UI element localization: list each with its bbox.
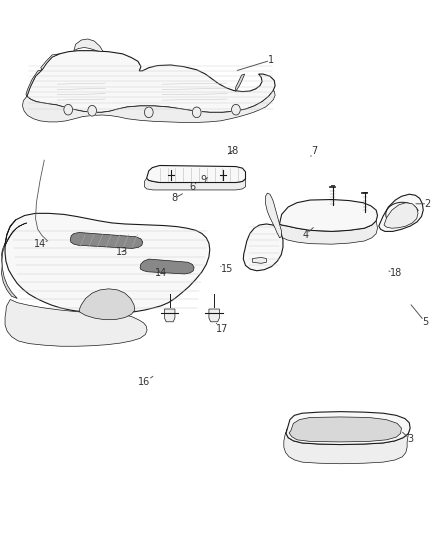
Polygon shape [74, 39, 103, 52]
Text: 18: 18 [389, 268, 402, 278]
Text: 7: 7 [311, 146, 317, 156]
Circle shape [88, 106, 97, 116]
Text: 17: 17 [216, 324, 228, 334]
Polygon shape [209, 309, 219, 322]
Polygon shape [289, 417, 402, 442]
Polygon shape [41, 54, 59, 70]
Polygon shape [278, 221, 378, 244]
Text: 15: 15 [221, 264, 233, 274]
Text: 6: 6 [189, 182, 196, 192]
Text: 4: 4 [302, 228, 313, 240]
Polygon shape [5, 300, 147, 346]
Polygon shape [5, 213, 210, 313]
Circle shape [64, 104, 73, 115]
Text: 9: 9 [200, 175, 208, 185]
Text: 3: 3 [402, 432, 413, 445]
Polygon shape [164, 309, 175, 322]
Polygon shape [243, 224, 283, 271]
Text: 5: 5 [411, 305, 429, 327]
Circle shape [145, 107, 153, 118]
Polygon shape [5, 220, 16, 245]
Text: 8: 8 [171, 193, 182, 204]
Polygon shape [235, 74, 245, 91]
Polygon shape [286, 411, 410, 445]
Polygon shape [284, 428, 409, 464]
Circle shape [192, 107, 201, 118]
Polygon shape [384, 203, 418, 228]
Polygon shape [26, 70, 42, 96]
Polygon shape [70, 232, 143, 248]
Polygon shape [379, 194, 423, 231]
Polygon shape [5, 223, 27, 246]
Polygon shape [140, 259, 194, 274]
Text: 13: 13 [116, 247, 128, 256]
Text: 1: 1 [237, 55, 274, 70]
Text: 14: 14 [155, 269, 167, 278]
Polygon shape [147, 165, 246, 182]
Text: 16: 16 [139, 376, 153, 387]
Polygon shape [145, 178, 246, 190]
Polygon shape [27, 51, 275, 112]
Polygon shape [1, 243, 17, 298]
Text: 18: 18 [227, 146, 239, 156]
Text: 2: 2 [416, 199, 431, 209]
Polygon shape [280, 199, 378, 231]
Polygon shape [22, 91, 275, 123]
Polygon shape [253, 257, 267, 263]
Circle shape [232, 104, 240, 115]
Polygon shape [266, 193, 282, 238]
Polygon shape [79, 289, 135, 320]
Text: 14: 14 [34, 239, 46, 248]
